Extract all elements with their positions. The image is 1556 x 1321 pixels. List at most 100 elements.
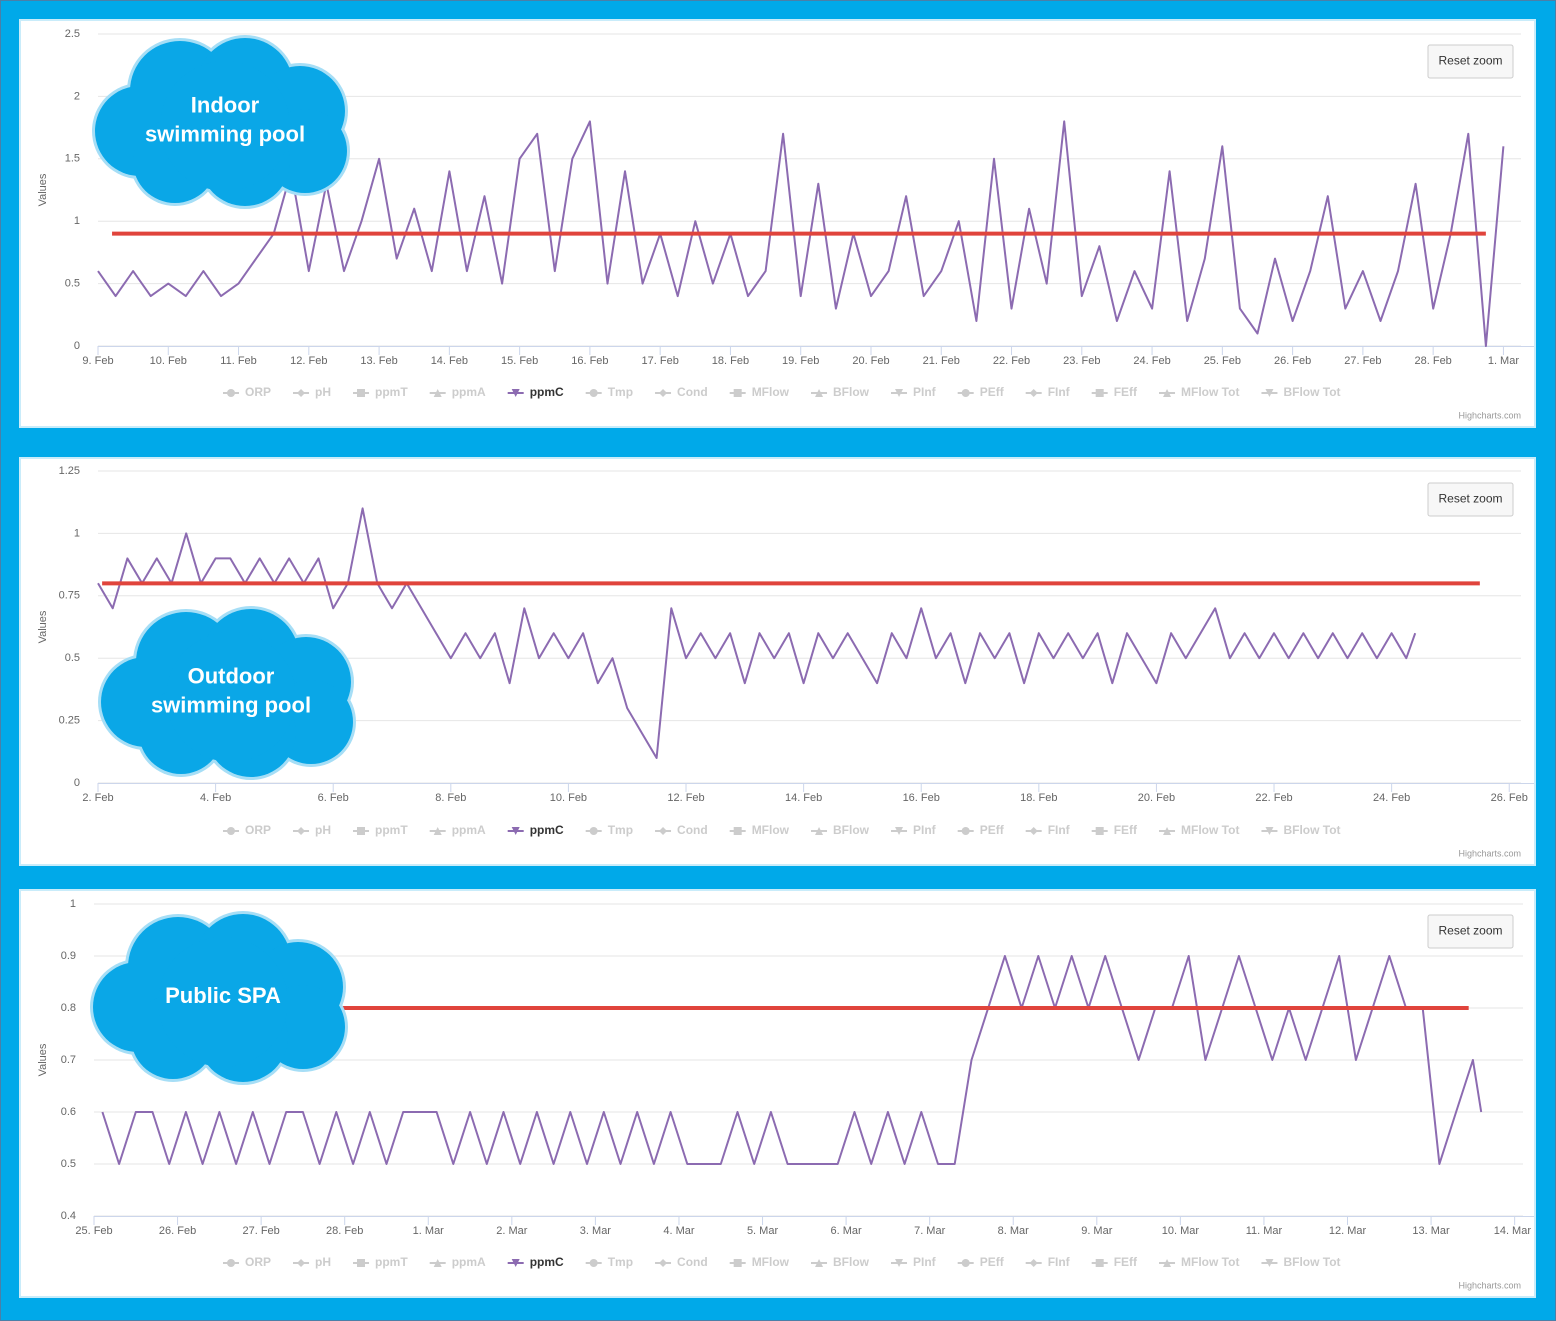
legend-label[interactable]: FEff xyxy=(1114,1255,1138,1269)
credits[interactable]: Highcharts.com xyxy=(1458,848,1521,858)
legend-label[interactable]: PEff xyxy=(980,1255,1005,1269)
legend-label[interactable]: BFlow xyxy=(833,823,870,837)
legend-item[interactable]: BFlow Tot xyxy=(1261,1255,1341,1269)
legend-item[interactable]: ppmA xyxy=(429,1255,486,1269)
legend-item[interactable]: BFlow Tot xyxy=(1261,823,1341,837)
legend-item[interactable]: PEff xyxy=(957,1255,1005,1269)
legend-symbol xyxy=(433,389,442,397)
legend-item[interactable]: ppmC xyxy=(507,1255,564,1269)
credits[interactable]: Highcharts.com xyxy=(1458,1280,1521,1290)
legend-label[interactable]: FInf xyxy=(1048,1255,1071,1269)
legend-label[interactable]: pH xyxy=(315,1255,331,1269)
legend-label[interactable]: PInf xyxy=(913,1255,937,1269)
legend-item[interactable]: MFlow Tot xyxy=(1159,1255,1239,1269)
button-label[interactable]: Reset zoom xyxy=(1438,54,1502,68)
legend-item[interactable]: ppmT xyxy=(353,1255,408,1269)
legend-item[interactable]: MFlow xyxy=(729,823,790,837)
button-label[interactable]: Reset zoom xyxy=(1438,924,1502,938)
legend-label[interactable]: ppmT xyxy=(375,823,408,837)
legend-item[interactable]: BFlow Tot xyxy=(1261,385,1341,399)
legend-item[interactable]: BFlow xyxy=(811,385,870,399)
legend-label[interactable]: MFlow xyxy=(752,823,790,837)
legend-item[interactable]: ppmA xyxy=(429,385,486,399)
legend-label[interactable]: BFlow Tot xyxy=(1283,1255,1340,1269)
legend-label[interactable]: PInf xyxy=(913,385,937,399)
legend-item[interactable]: pH xyxy=(293,1255,331,1269)
legend-item[interactable]: FEff xyxy=(1091,385,1138,399)
legend-label[interactable]: Cond xyxy=(677,823,708,837)
legend-label[interactable]: Tmp xyxy=(608,1255,633,1269)
legend-label[interactable]: FEff xyxy=(1114,385,1138,399)
legend-item[interactable]: Tmp xyxy=(585,823,633,837)
legend-item[interactable]: Cond xyxy=(655,385,708,399)
legend-item[interactable]: FInf xyxy=(1025,385,1071,399)
legend-label[interactable]: ORP xyxy=(245,823,271,837)
legend-item[interactable]: Cond xyxy=(655,1255,708,1269)
legend-label[interactable]: PEff xyxy=(980,823,1005,837)
legend-item[interactable]: FInf xyxy=(1025,1255,1071,1269)
legend-label[interactable]: ppmA xyxy=(452,1255,486,1269)
button-label[interactable]: Reset zoom xyxy=(1438,492,1502,506)
legend-label[interactable]: BFlow xyxy=(833,1255,870,1269)
legend-item[interactable]: ORP xyxy=(223,1255,271,1269)
legend-label[interactable]: Cond xyxy=(677,1255,708,1269)
legend-item[interactable]: ORP xyxy=(223,385,271,399)
legend-item[interactable]: PInf xyxy=(891,385,937,399)
legend-item[interactable]: BFlow xyxy=(811,823,870,837)
legend-item[interactable]: PInf xyxy=(891,823,937,837)
legend-label[interactable]: ppmA xyxy=(452,385,486,399)
legend-label[interactable]: pH xyxy=(315,385,331,399)
legend-label[interactable]: FInf xyxy=(1048,823,1071,837)
legend-item[interactable]: MFlow Tot xyxy=(1159,385,1239,399)
legend-item[interactable]: FInf xyxy=(1025,823,1071,837)
legend-label[interactable]: Tmp xyxy=(608,385,633,399)
legend-item[interactable]: pH xyxy=(293,385,331,399)
legend-item[interactable]: ppmA xyxy=(429,823,486,837)
legend-label[interactable]: FInf xyxy=(1048,385,1071,399)
legend-item[interactable]: MFlow xyxy=(729,1255,790,1269)
legend-label[interactable]: PInf xyxy=(913,823,937,837)
legend-label[interactable]: ppmT xyxy=(375,385,408,399)
legend-label[interactable]: BFlow Tot xyxy=(1283,823,1340,837)
legend-item[interactable]: PEff xyxy=(957,823,1005,837)
legend-item[interactable]: BFlow xyxy=(811,1255,870,1269)
reset-zoom-button[interactable]: Reset zoom xyxy=(1427,44,1514,79)
legend-label[interactable]: ppmC xyxy=(530,1255,564,1269)
legend-item[interactable]: FEff xyxy=(1091,823,1138,837)
legend-label[interactable]: PEff xyxy=(980,385,1005,399)
legend-label[interactable]: Cond xyxy=(677,385,708,399)
legend-item[interactable]: ppmC xyxy=(507,823,564,837)
legend-label[interactable]: BFlow xyxy=(833,385,870,399)
legend-label[interactable]: MFlow xyxy=(752,1255,790,1269)
legend-label[interactable]: ORP xyxy=(245,385,271,399)
credits[interactable]: Highcharts.com xyxy=(1458,410,1521,420)
legend-label[interactable]: ORP xyxy=(245,1255,271,1269)
legend-item[interactable]: ORP xyxy=(223,823,271,837)
legend-item[interactable]: ppmT xyxy=(353,823,408,837)
legend-item[interactable]: Tmp xyxy=(585,385,633,399)
legend-label[interactable]: BFlow Tot xyxy=(1283,385,1340,399)
legend-label[interactable]: MFlow xyxy=(752,385,790,399)
legend-item[interactable]: Tmp xyxy=(585,1255,633,1269)
legend-item[interactable]: ppmC xyxy=(507,385,564,399)
legend-label[interactable]: ppmC xyxy=(530,385,564,399)
legend-item[interactable]: pH xyxy=(293,823,331,837)
legend-label[interactable]: MFlow Tot xyxy=(1181,823,1239,837)
legend-label[interactable]: MFlow Tot xyxy=(1181,385,1239,399)
legend-item[interactable]: Cond xyxy=(655,823,708,837)
reset-zoom-button[interactable]: Reset zoom xyxy=(1427,482,1514,517)
legend-label[interactable]: ppmT xyxy=(375,1255,408,1269)
legend-label[interactable]: pH xyxy=(315,823,331,837)
legend-item[interactable]: MFlow Tot xyxy=(1159,823,1239,837)
legend-label[interactable]: FEff xyxy=(1114,823,1138,837)
legend-label[interactable]: MFlow Tot xyxy=(1181,1255,1239,1269)
reset-zoom-button[interactable]: Reset zoom xyxy=(1427,914,1514,949)
legend-item[interactable]: FEff xyxy=(1091,1255,1138,1269)
legend-label[interactable]: Tmp xyxy=(608,823,633,837)
legend-label[interactable]: ppmC xyxy=(530,823,564,837)
legend-item[interactable]: PEff xyxy=(957,385,1005,399)
legend-label[interactable]: ppmA xyxy=(452,823,486,837)
legend-item[interactable]: MFlow xyxy=(729,385,790,399)
legend-item[interactable]: PInf xyxy=(891,1255,937,1269)
legend-item[interactable]: ppmT xyxy=(353,385,408,399)
